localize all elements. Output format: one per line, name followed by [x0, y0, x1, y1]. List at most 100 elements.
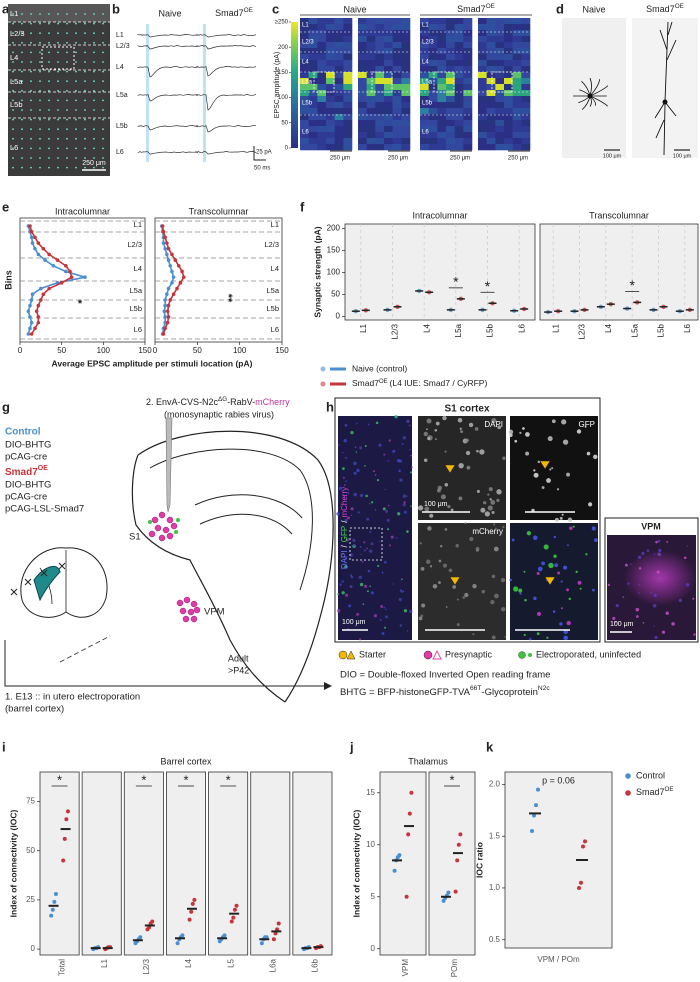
profile-point [166, 246, 171, 251]
heatmap-cell [420, 96, 429, 103]
heatmap-cell [495, 120, 505, 127]
stim-dot [48, 147, 50, 150]
heatmap-cell [334, 138, 344, 145]
heatmap-cell [366, 120, 376, 127]
speck [375, 421, 379, 425]
heatmap-cell [300, 102, 309, 109]
label: VPM [204, 607, 225, 618]
stim-dot [21, 22, 23, 25]
heatmap-cell [401, 60, 411, 67]
stim-dot [30, 32, 32, 35]
profile-point [34, 309, 39, 314]
heatmap-cell [392, 132, 402, 139]
heatmap-cell [384, 132, 393, 139]
stim-dot [102, 51, 104, 54]
speck [500, 577, 506, 583]
speck [353, 492, 357, 497]
heatmap-cell [401, 96, 411, 103]
heatmap-cell [358, 54, 367, 61]
starter-marker [444, 464, 456, 474]
heatmap-cell [521, 132, 531, 139]
heatmap-cell [486, 66, 496, 73]
heatmap-cell [446, 42, 455, 49]
heatmap-cell [420, 102, 429, 109]
profile-point [170, 269, 174, 274]
image [562, 18, 626, 158]
heatmap-cell [504, 42, 513, 49]
heatmap-cell [454, 114, 464, 121]
speck [384, 488, 387, 491]
speck [635, 607, 640, 612]
speck [436, 488, 441, 493]
heatmap-cell [504, 102, 513, 109]
electrode-mark [10, 588, 18, 596]
stim-dot [30, 128, 32, 131]
heatmap-cell [478, 96, 487, 103]
speck [518, 588, 523, 593]
heatmap-cell [478, 144, 487, 151]
profile-point [47, 286, 51, 291]
heatmap-cell [420, 78, 429, 85]
stim-dot [30, 157, 32, 159]
speck [577, 580, 582, 585]
profile-point [163, 298, 167, 302]
data-point [138, 935, 143, 940]
text-part: -RabV- [227, 397, 255, 407]
heatmap-cell [512, 60, 522, 67]
speck [536, 611, 542, 617]
heatmap-cell [495, 72, 505, 79]
heatmap-cell [300, 138, 309, 145]
speck [452, 585, 456, 589]
speck [399, 589, 403, 592]
heatmap-cell [401, 90, 411, 97]
heatmap-cell [308, 84, 318, 91]
stim-dot [84, 32, 86, 35]
label: L1 [302, 23, 309, 29]
speck [655, 540, 658, 544]
label: Naive (control) [352, 363, 407, 373]
heatmap-cell [437, 24, 447, 31]
heatmap-cell [437, 42, 447, 49]
heatmap-cell [308, 54, 318, 61]
heatmap-cell [375, 30, 385, 37]
profile-point [30, 292, 35, 297]
heatmap-cell [392, 60, 402, 67]
trace [195, 66, 257, 77]
speck [576, 429, 582, 434]
heatmap-cell [308, 36, 318, 43]
speck [434, 438, 438, 441]
label: Adult [228, 653, 249, 663]
label: pCAG-cre [5, 452, 47, 463]
speck [458, 462, 464, 469]
label: 5 [371, 892, 376, 901]
stim-dot [57, 99, 59, 102]
heatmap-cell [478, 24, 487, 31]
heatmap-cell [437, 114, 447, 121]
heatmap-cell [454, 90, 464, 97]
stim-dot [102, 147, 104, 150]
stim-dot [21, 61, 23, 63]
stim-dot [84, 13, 86, 15]
heatmap-cell [358, 102, 367, 109]
speck [636, 615, 639, 618]
speck [341, 580, 344, 583]
heatmap-cell [512, 54, 522, 61]
stim-dot [39, 99, 41, 102]
heatmap [420, 18, 473, 151]
speck [356, 468, 360, 473]
speck [562, 439, 569, 445]
heatmap-cell [428, 42, 438, 49]
label: * [485, 278, 491, 294]
speck [612, 616, 616, 620]
label: 100 μm [424, 501, 448, 508]
speck [400, 578, 403, 581]
heatmap-cell [334, 96, 344, 103]
heatmap-cell [428, 114, 438, 121]
timeline [4, 640, 332, 690]
stim-dot [102, 32, 104, 35]
heatmap-cell [358, 66, 367, 73]
profile-point [162, 309, 167, 314]
heatmap-cell [428, 72, 438, 79]
label: L4 [134, 264, 142, 273]
facet-bg [250, 771, 291, 956]
